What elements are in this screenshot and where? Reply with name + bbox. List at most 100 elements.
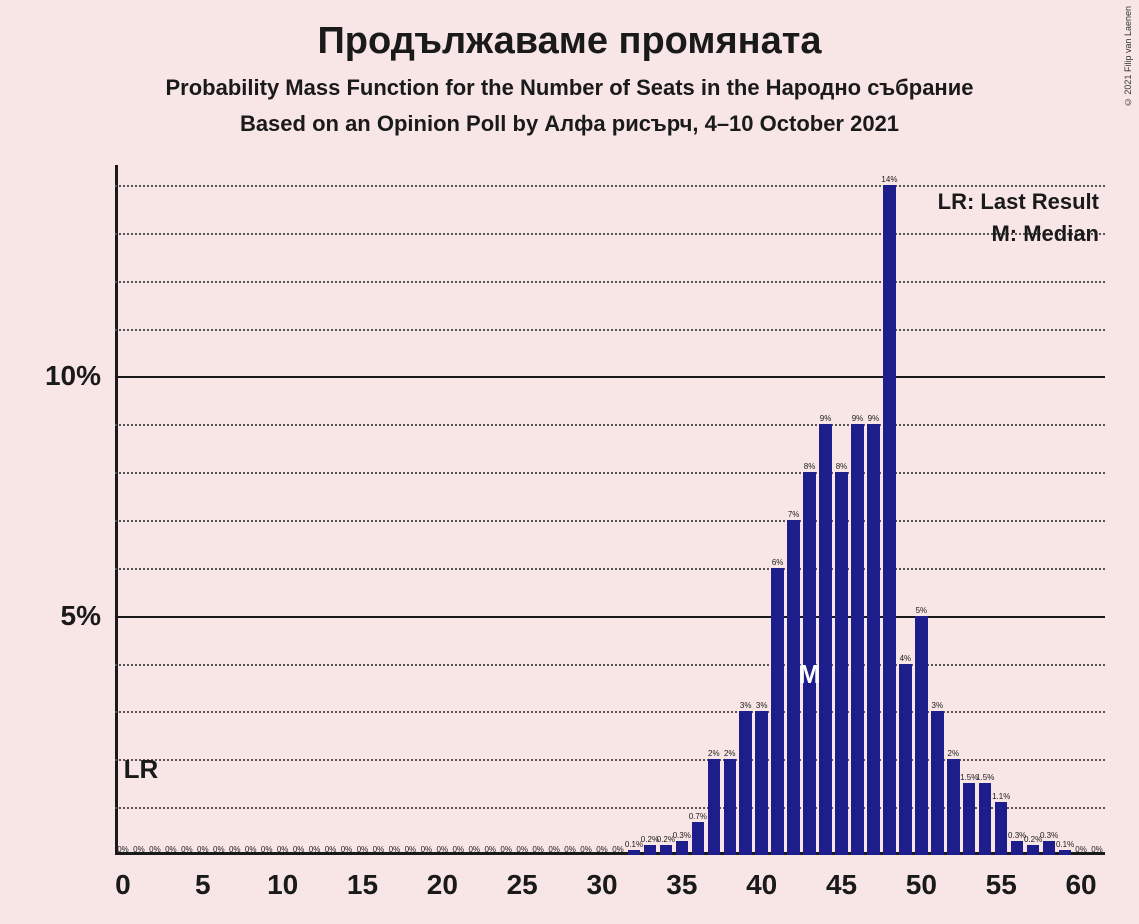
x-tick-label: 5: [195, 869, 211, 901]
bar-value-label: 14%: [881, 175, 897, 184]
x-tick-label: 50: [906, 869, 937, 901]
bar: 8%: [835, 472, 847, 855]
bar-value-label: 0%: [516, 845, 528, 854]
x-tick-label: 35: [666, 869, 697, 901]
grid-minor-line: [115, 233, 1105, 235]
bar-value-label: 0%: [325, 845, 337, 854]
bar: 0.2%: [1027, 845, 1039, 855]
bar-value-label: 0%: [500, 845, 512, 854]
bar-value-label: 0.1%: [1056, 840, 1074, 849]
grid-minor-line: [115, 185, 1105, 187]
bar-value-label: 0%: [484, 845, 496, 854]
bar-value-label: 0%: [213, 845, 225, 854]
bar: 0.1%: [1059, 850, 1071, 855]
grid-minor-line: [115, 520, 1105, 522]
x-tick-label: 0: [115, 869, 131, 901]
bar-value-label: 0%: [389, 845, 401, 854]
x-tick-label: 40: [746, 869, 777, 901]
bar-value-label: 4%: [900, 654, 912, 663]
bar-value-label: 0%: [245, 845, 257, 854]
bar-value-label: 0%: [277, 845, 289, 854]
bar: 2%: [708, 759, 720, 855]
bar: 0.3%: [1011, 841, 1023, 855]
bar: 1.5%: [963, 783, 975, 855]
grid-minor-line: [115, 664, 1105, 666]
bar: 3%: [755, 711, 767, 855]
chart-subtitle-2: Based on an Opinion Poll by Алфа рисърч,…: [0, 101, 1139, 137]
grid-minor-line: [115, 472, 1105, 474]
bar-value-label: 0%: [612, 845, 624, 854]
marker-median: M: [799, 659, 821, 690]
bar: 0.2%: [644, 845, 656, 855]
bar-value-label: 0%: [405, 845, 417, 854]
bar: 0.7%: [692, 822, 704, 856]
bar-value-label: 3%: [756, 701, 768, 710]
x-tick-label: 25: [507, 869, 538, 901]
grid-minor-line: [115, 281, 1105, 283]
bar-value-label: 8%: [804, 462, 816, 471]
bar-value-label: 9%: [852, 414, 864, 423]
bar: 6%: [771, 568, 783, 855]
x-tick-label: 30: [586, 869, 617, 901]
grid-minor-line: [115, 568, 1105, 570]
bar: 0.2%: [660, 845, 672, 855]
bar-value-label: 0%: [117, 845, 129, 854]
bar-value-label: 8%: [836, 462, 848, 471]
bar: 3%: [931, 711, 943, 855]
copyright-text: © 2021 Filip van Laenen: [1123, 6, 1133, 107]
bar: 4%: [899, 664, 911, 855]
bar-value-label: 9%: [820, 414, 832, 423]
x-tick-label: 60: [1065, 869, 1096, 901]
bar: 9%: [819, 424, 831, 855]
grid-major-line: [115, 376, 1105, 378]
bar-value-label: 0%: [1075, 845, 1087, 854]
bar-value-label: 0%: [1091, 845, 1103, 854]
bar-value-label: 0%: [149, 845, 161, 854]
bar: 2%: [947, 759, 959, 855]
bar-value-label: 0%: [229, 845, 241, 854]
bar-value-label: 2%: [948, 749, 960, 758]
x-tick-label: 20: [427, 869, 458, 901]
x-tick-label: 55: [986, 869, 1017, 901]
grid-minor-line: [115, 424, 1105, 426]
bar-value-label: 7%: [788, 510, 800, 519]
bar-value-label: 3%: [932, 701, 944, 710]
bar-value-label: 0%: [564, 845, 576, 854]
x-tick-label: 10: [267, 869, 298, 901]
bar: 3%: [739, 711, 751, 855]
bar-value-label: 5%: [916, 606, 928, 615]
bar-value-label: 0%: [548, 845, 560, 854]
bar-value-label: 0%: [421, 845, 433, 854]
bar-value-label: 9%: [868, 414, 880, 423]
bar-value-label: 0%: [341, 845, 353, 854]
y-tick-label: 5%: [61, 600, 101, 632]
bar: 0.3%: [1043, 841, 1055, 855]
chart-subtitle-1: Probability Mass Function for the Number…: [0, 63, 1139, 101]
bar: 1.1%: [995, 802, 1007, 855]
bar-value-label: 0%: [596, 845, 608, 854]
bar-value-label: 2%: [724, 749, 736, 758]
bar-value-label: 0.3%: [673, 831, 691, 840]
legend-last-result: LR: Last Result: [938, 189, 1099, 215]
y-tick-label: 10%: [45, 360, 101, 392]
plot-area: 5%10%0510152025303540455055600%0%0%0%0%0…: [115, 185, 1105, 855]
x-tick-label: 45: [826, 869, 857, 901]
bar: 0.1%: [628, 850, 640, 855]
bar-value-label: 1.5%: [976, 773, 994, 782]
bar-value-label: 1.1%: [992, 792, 1010, 801]
bar: 2%: [724, 759, 736, 855]
bar-value-label: 0%: [133, 845, 145, 854]
marker-last-result: LR: [124, 754, 159, 785]
bar: 9%: [851, 424, 863, 855]
bar-value-label: 0%: [165, 845, 177, 854]
bar-value-label: 0%: [181, 845, 193, 854]
bar-value-label: 0%: [532, 845, 544, 854]
bar-value-label: 2%: [708, 749, 720, 758]
bar: 1.5%: [979, 783, 991, 855]
bar: 14%: [883, 185, 895, 855]
bar: 5%: [915, 616, 927, 855]
bar-value-label: 0%: [261, 845, 273, 854]
chart-title: Продължаваме промяната: [0, 0, 1139, 63]
bar-value-label: 0%: [197, 845, 209, 854]
bar-value-label: 0%: [453, 845, 465, 854]
